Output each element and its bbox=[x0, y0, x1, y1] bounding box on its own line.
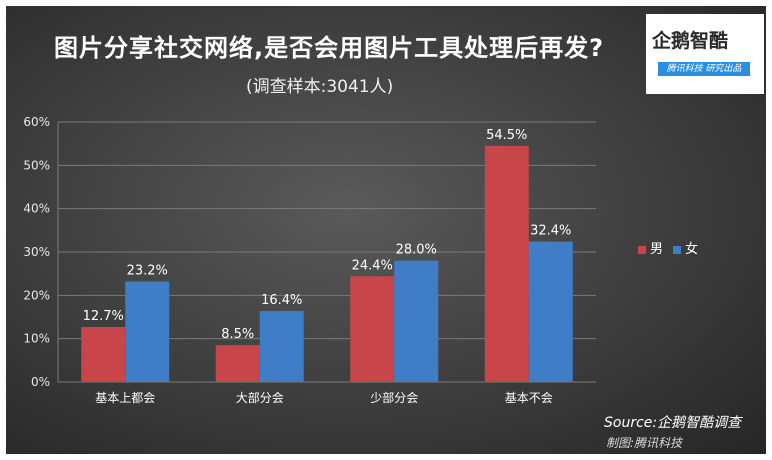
bar bbox=[81, 326, 126, 382]
data-label: 16.4% bbox=[261, 293, 302, 308]
legend-swatch-female bbox=[673, 245, 682, 254]
data-label: 32.4% bbox=[530, 224, 571, 239]
data-label: 23.2% bbox=[127, 263, 168, 278]
bar bbox=[484, 145, 529, 382]
legend-label-female: 女 bbox=[685, 242, 699, 257]
bar bbox=[259, 310, 304, 382]
data-label: 8.5% bbox=[221, 327, 254, 342]
legend-swatch-male bbox=[638, 245, 646, 254]
y-tick-label: 0% bbox=[31, 375, 50, 389]
brand-logo: 企鹅智酷 腾讯科技 研究出品 bbox=[646, 14, 764, 94]
y-tick-label: 20% bbox=[23, 288, 50, 302]
y-tick-label: 60% bbox=[23, 115, 50, 129]
legend-item-male: 男 bbox=[638, 242, 663, 257]
data-label: 28.0% bbox=[396, 243, 437, 258]
brand-logo-name: 企鹅智酷 bbox=[652, 30, 729, 52]
bar-chart: 0% 10% 20% 30% 40% 50% 60% 12.7% 23.2% 基本上都会 8.5% 1… bbox=[23, 115, 596, 405]
x-tick-label: 少部分会 bbox=[370, 390, 418, 405]
bar bbox=[528, 241, 573, 382]
brand-logo-tagline: 腾讯科技 研究出品 bbox=[658, 62, 750, 76]
chart-title: 图片分享社交网络,是否会用图片工具处理后再发? bbox=[54, 34, 605, 62]
chart-legend: 男 女 bbox=[638, 238, 704, 257]
data-label: 54.5% bbox=[486, 128, 527, 143]
bar bbox=[215, 345, 260, 382]
y-tick-label: 10% bbox=[23, 332, 50, 346]
chart-frame: 图片分享社交网络,是否会用图片工具处理后再发? (调查样本:3041人) 企鹅智… bbox=[6, 6, 766, 454]
credit-note: 制图:腾讯科技 bbox=[606, 436, 683, 450]
bar bbox=[394, 260, 439, 382]
data-label: 12.7% bbox=[83, 309, 124, 324]
y-tick-label: 50% bbox=[23, 158, 50, 172]
bar bbox=[350, 276, 395, 382]
x-tick-label: 基本上都会 bbox=[95, 391, 155, 405]
data-label: 24.4% bbox=[352, 258, 393, 273]
x-tick-label: 大部分会 bbox=[236, 390, 284, 405]
y-tick-label: 40% bbox=[23, 202, 50, 216]
legend-item-female: 女 bbox=[673, 242, 698, 257]
legend-label-male: 男 bbox=[650, 242, 664, 257]
bar bbox=[125, 281, 170, 382]
source-note: Source:企鹅智酷调查 bbox=[604, 415, 742, 431]
chart-subtitle: (调查样本:3041人) bbox=[246, 77, 394, 97]
x-tick-label: 基本不会 bbox=[505, 391, 553, 405]
y-tick-label: 30% bbox=[23, 245, 50, 259]
